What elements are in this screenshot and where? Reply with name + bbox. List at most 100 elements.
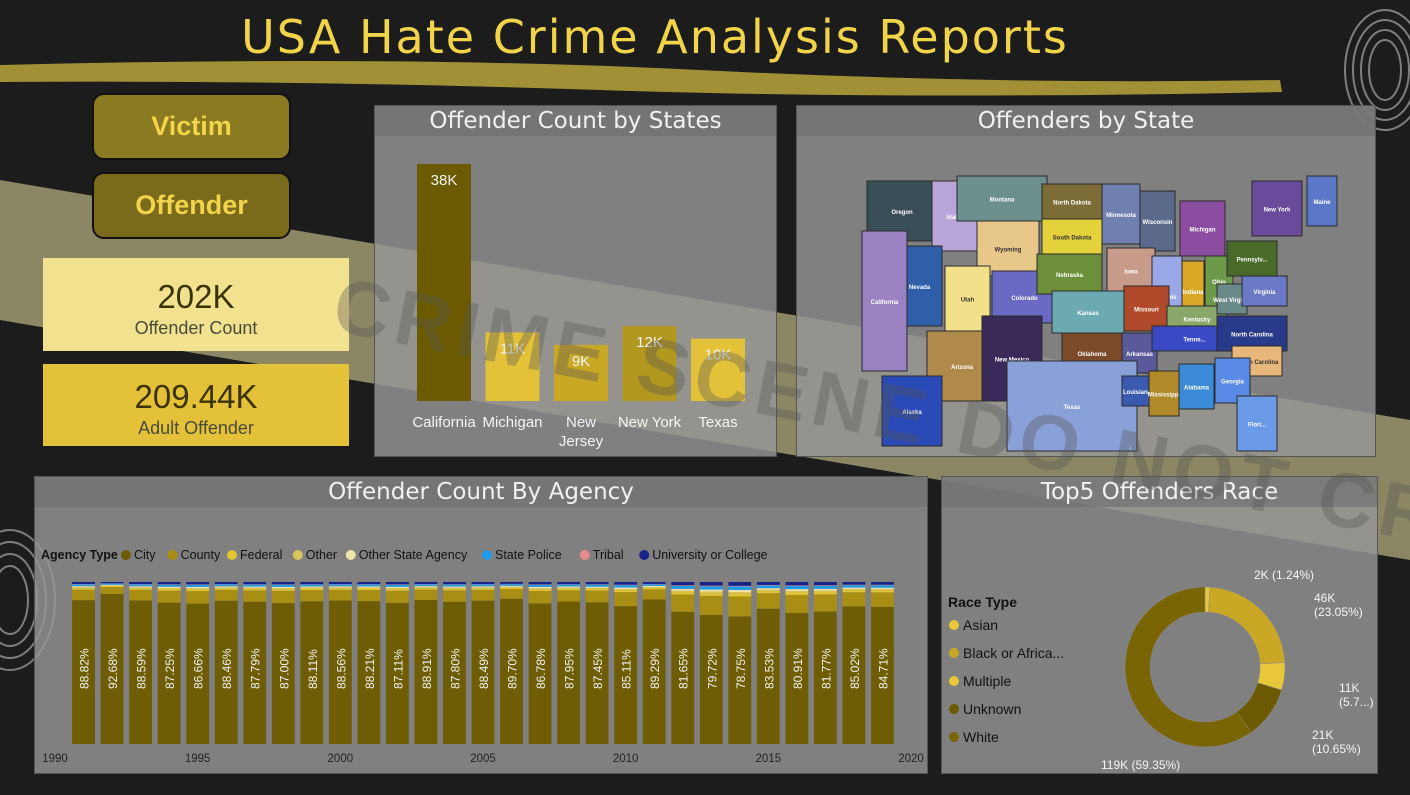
agency-bar-segment[interactable] <box>129 589 153 601</box>
agency-bar-segment[interactable] <box>871 592 894 607</box>
agency-bar-segment[interactable] <box>528 589 552 591</box>
agency-bar-segment[interactable] <box>813 590 837 593</box>
agency-bar-segment[interactable] <box>671 585 695 586</box>
agency-bar-segment[interactable] <box>813 588 837 591</box>
agency-bar-segment[interactable] <box>699 585 723 587</box>
agency-bar-segment[interactable] <box>699 591 723 594</box>
agency-bar-segment[interactable] <box>785 589 809 591</box>
agency-bar-segment[interactable] <box>614 606 638 744</box>
agency-bar-segment[interactable] <box>813 592 837 595</box>
agency-bar-segment[interactable] <box>585 582 609 585</box>
agency-bar-segment[interactable] <box>471 584 495 587</box>
agency-bar-segment[interactable] <box>186 603 210 744</box>
agency-bar-segment[interactable] <box>129 587 153 589</box>
agency-bar-segment[interactable] <box>186 582 210 585</box>
agency-bar-segment[interactable] <box>756 585 780 589</box>
agency-bar-segment[interactable] <box>671 588 695 591</box>
agency-bar-segment[interactable] <box>528 586 552 589</box>
state-shape[interactable] <box>1006 360 1138 452</box>
agency-bar-segment[interactable] <box>300 588 324 591</box>
agency-bar-segment[interactable] <box>614 590 638 593</box>
agency-bar-segment[interactable] <box>500 587 523 590</box>
agency-legend-item[interactable]: Other <box>306 548 337 562</box>
race-legend-item[interactable]: White <box>963 729 999 745</box>
agency-bar-segment[interactable] <box>728 616 752 744</box>
state-shape[interactable] <box>1251 180 1303 237</box>
agency-bar-segment[interactable] <box>471 586 495 588</box>
agency-bar-segment[interactable] <box>300 590 324 602</box>
agency-bar-segment[interactable] <box>871 582 894 585</box>
agency-bar-segment[interactable] <box>300 582 324 585</box>
agency-bar-segment[interactable] <box>300 586 324 588</box>
agency-bar-segment[interactable] <box>785 582 809 586</box>
agency-bar-segment[interactable] <box>243 586 267 588</box>
agency-bar-segment[interactable] <box>129 600 153 744</box>
agency-bar-segment[interactable] <box>328 584 352 587</box>
state-shape[interactable] <box>1121 375 1153 407</box>
agency-bar-segment[interactable] <box>129 584 153 587</box>
agency-bar-segment[interactable] <box>328 586 352 588</box>
agency-bar-segment[interactable] <box>785 612 809 744</box>
agency-bar-segment[interactable] <box>271 582 295 585</box>
agency-bar-segment[interactable] <box>328 587 352 589</box>
state-shape[interactable] <box>1041 183 1103 220</box>
agency-bar-segment[interactable] <box>100 585 124 587</box>
us-state-map[interactable]: Oregon Idaho Montana North Dakota Minnesota W… <box>797 136 1375 456</box>
agency-bar-segment[interactable] <box>813 611 837 744</box>
agency-bar-segment[interactable] <box>300 587 324 589</box>
agency-bar-segment[interactable] <box>471 582 495 585</box>
agency-legend-item[interactable]: Federal <box>240 548 282 562</box>
state-shape[interactable] <box>1036 253 1103 295</box>
agency-bar-segment[interactable] <box>756 582 780 585</box>
state-shape[interactable] <box>1179 200 1226 257</box>
agency-bar-segment[interactable] <box>585 602 609 744</box>
agency-bar-segment[interactable] <box>129 586 153 588</box>
agency-bar-segment[interactable] <box>271 584 295 587</box>
state-bar[interactable] <box>691 338 745 401</box>
state-bar[interactable] <box>554 344 608 401</box>
agency-bar-segment[interactable] <box>414 588 438 590</box>
agency-bar-segment[interactable] <box>728 591 752 594</box>
agency-bar-segment[interactable] <box>871 606 894 744</box>
agency-bar-segment[interactable] <box>642 585 666 588</box>
agency-bar-segment[interactable] <box>585 590 609 603</box>
agency-bar-segment[interactable] <box>357 584 381 587</box>
agency-bar-segment[interactable] <box>328 588 352 590</box>
agency-bar-segment[interactable] <box>414 582 438 584</box>
agency-bar-segment[interactable] <box>414 584 438 587</box>
agency-bar-segment[interactable] <box>785 590 809 593</box>
agency-bar-segment[interactable] <box>72 588 95 590</box>
agency-bar-segment[interactable] <box>100 593 124 744</box>
race-legend-item[interactable]: Asian <box>963 617 998 633</box>
state-shape[interactable] <box>1178 363 1215 410</box>
agency-bar-segment[interactable] <box>842 592 866 607</box>
agency-bar-segment[interactable] <box>243 582 267 585</box>
agency-bar-segment[interactable] <box>585 586 609 588</box>
state-shape[interactable] <box>1051 290 1125 334</box>
agency-bar-segment[interactable] <box>385 588 409 590</box>
agency-bar-segment[interactable] <box>500 589 523 599</box>
state-shape[interactable] <box>1241 275 1288 307</box>
agency-bar-segment[interactable] <box>443 584 466 587</box>
agency-bar-segment[interactable] <box>385 589 409 591</box>
state-shape[interactable] <box>881 375 943 447</box>
agency-bar-segment[interactable] <box>585 584 609 587</box>
agency-bar-segment[interactable] <box>699 614 723 744</box>
agency-bar-segment[interactable] <box>100 584 124 586</box>
agency-bar-segment[interactable] <box>300 584 324 587</box>
agency-bar-segment[interactable] <box>157 602 181 744</box>
agency-bar-segment[interactable] <box>671 590 695 593</box>
agency-bar-segment[interactable] <box>842 606 866 744</box>
agency-bar-segment[interactable] <box>842 582 866 585</box>
agency-bar-segment[interactable] <box>157 584 181 587</box>
agency-bar-segment[interactable] <box>443 582 466 585</box>
agency-bar-segment[interactable] <box>671 582 695 586</box>
agency-bar-segment[interactable] <box>614 592 638 607</box>
agency-bar-segment[interactable] <box>813 582 837 586</box>
agency-bar-segment[interactable] <box>585 587 609 589</box>
agency-bar-segment[interactable] <box>614 588 638 591</box>
agency-bar-segment[interactable] <box>813 594 837 612</box>
agency-legend-item[interactable]: Other State Agency <box>359 548 468 562</box>
agency-bar-segment[interactable] <box>642 584 666 586</box>
agency-bar-segment[interactable] <box>756 584 780 586</box>
